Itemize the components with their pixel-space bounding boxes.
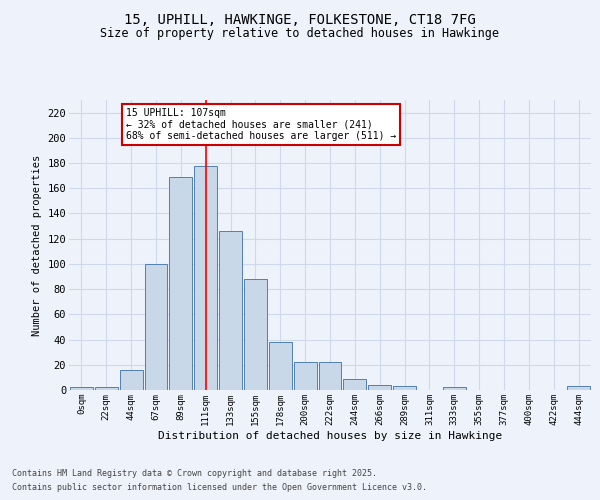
Bar [95, 388, 118, 390]
Text: Size of property relative to detached houses in Hawkinge: Size of property relative to detached ho… [101, 28, 499, 40]
Bar [145, 264, 167, 390]
Bar [120, 370, 143, 390]
Bar [294, 362, 317, 390]
Text: Contains HM Land Registry data © Crown copyright and database right 2025.: Contains HM Land Registry data © Crown c… [12, 468, 377, 477]
Bar [443, 388, 466, 390]
Bar [393, 386, 416, 390]
Bar [70, 388, 93, 390]
Text: 15, UPHILL, HAWKINGE, FOLKESTONE, CT18 7FG: 15, UPHILL, HAWKINGE, FOLKESTONE, CT18 7… [124, 12, 476, 26]
Bar [219, 231, 242, 390]
X-axis label: Distribution of detached houses by size in Hawkinge: Distribution of detached houses by size … [158, 430, 502, 440]
Bar [368, 385, 391, 390]
Bar [194, 166, 217, 390]
Text: 15 UPHILL: 107sqm
← 32% of detached houses are smaller (241)
68% of semi-detache: 15 UPHILL: 107sqm ← 32% of detached hous… [126, 108, 397, 141]
Bar [567, 386, 590, 390]
Bar [269, 342, 292, 390]
Bar [169, 177, 192, 390]
Bar [319, 362, 341, 390]
Text: Contains public sector information licensed under the Open Government Licence v3: Contains public sector information licen… [12, 484, 427, 492]
Bar [343, 378, 366, 390]
Y-axis label: Number of detached properties: Number of detached properties [32, 154, 42, 336]
Bar [244, 279, 267, 390]
